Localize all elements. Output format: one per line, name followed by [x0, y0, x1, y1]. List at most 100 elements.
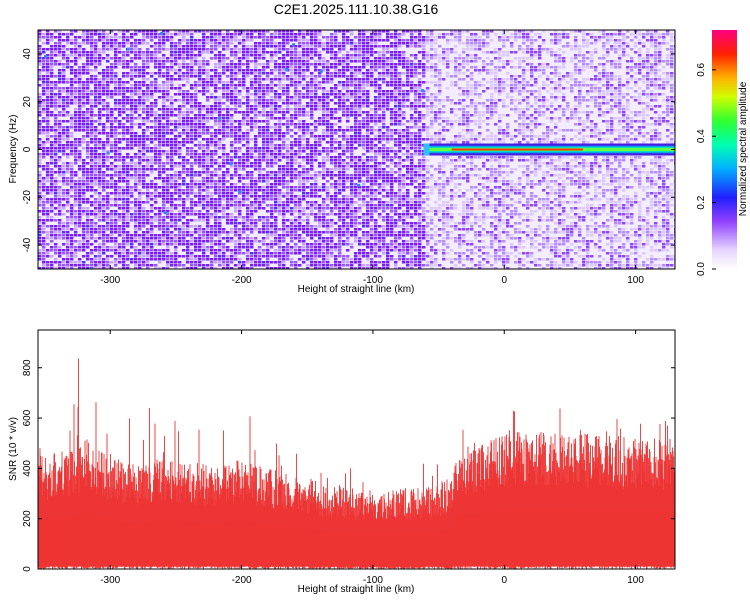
spectrogram-cell — [314, 42, 318, 45]
spectrogram-cell — [110, 42, 114, 45]
spectrogram-cell — [134, 93, 138, 96]
spectrogram-cell — [146, 72, 150, 75]
spectrogram-cell — [294, 75, 298, 78]
spectrogram-cell — [290, 45, 294, 48]
spectrogram-cell — [326, 207, 330, 210]
spectrogram-cell — [174, 144, 178, 147]
spectrogram-cell — [206, 174, 210, 177]
spectrogram-cell — [202, 159, 206, 162]
spectrogram-cell — [274, 243, 278, 246]
spectrogram-cell — [102, 219, 106, 222]
spectrogram-cell — [214, 105, 218, 108]
spectrogram-cell — [138, 87, 142, 90]
spectrogram-cell — [54, 162, 58, 165]
spectrogram-cell — [158, 243, 162, 246]
spectrogram-cell — [166, 39, 170, 42]
spectrogram-cell — [302, 246, 306, 249]
spectrogram-cell — [158, 171, 162, 174]
spectrogram-cell — [278, 126, 282, 129]
spectrogram-cell — [62, 258, 66, 261]
spectrogram-cell — [114, 144, 118, 147]
spectrogram-cell — [266, 66, 270, 69]
spectrogram-cell — [142, 261, 146, 264]
spectrogram-cell — [262, 36, 266, 39]
spectrogram-cell — [222, 177, 226, 180]
spectrogram-cell — [246, 99, 250, 102]
spectrogram-cell — [254, 87, 258, 90]
spectrogram-cell — [130, 192, 134, 195]
spectrogram-cell — [138, 234, 142, 237]
spectrogram-cell — [46, 99, 50, 102]
spectrogram-cell — [234, 72, 238, 75]
spectrogram-cell — [114, 180, 118, 183]
spectrogram-cell — [298, 51, 302, 54]
spectrogram-cell — [46, 198, 50, 201]
spectrogram-cell — [86, 267, 90, 269]
spectrogram-cell — [282, 264, 286, 267]
spectrogram-cell — [150, 192, 154, 195]
spectrogram-cell — [254, 264, 258, 267]
spectrogram-cell — [158, 159, 162, 162]
spectrogram-cell — [130, 234, 134, 237]
spectrogram-cell — [294, 60, 298, 63]
spectrogram-cell — [94, 231, 98, 234]
spectrogram-cell — [150, 57, 154, 60]
spectrogram-cell — [90, 171, 94, 174]
spectrogram-cell — [338, 81, 342, 84]
spectrogram-cell — [338, 63, 342, 66]
spectrogram-cell — [114, 51, 118, 54]
spectrogram-cell — [82, 36, 86, 39]
spectrogram-cell — [198, 192, 202, 195]
spectrogram-cell — [306, 87, 310, 90]
spectrogram-cell — [342, 207, 346, 210]
spectrogram-cell — [50, 144, 54, 147]
spectrogram-cell — [118, 249, 122, 252]
spectrogram-cell — [330, 156, 334, 159]
spectrogram-cell — [326, 93, 330, 96]
spectrogram-cell — [242, 231, 246, 234]
spectrogram-cell — [258, 147, 262, 150]
spectrogram-cell — [78, 207, 82, 210]
spectrogram-cell — [94, 258, 98, 261]
spectrogram-cell — [94, 207, 98, 210]
spectrogram-cell — [190, 126, 194, 129]
spectrogram-cell — [190, 99, 194, 102]
spectrogram-cell — [70, 258, 74, 261]
spectrogram-cell — [338, 162, 342, 165]
spectrogram-cell — [286, 99, 290, 102]
spectrogram-cell — [66, 81, 70, 84]
spectrogram-cell — [142, 144, 146, 147]
spectrogram-cell — [122, 81, 126, 84]
spectrogram-cell — [98, 33, 102, 36]
spectrogram-cell — [238, 81, 242, 84]
spectrogram-cell — [170, 114, 174, 117]
spectrogram-cell — [182, 210, 186, 213]
spectrogram-cell — [318, 72, 322, 75]
spectrogram-cell — [262, 45, 266, 48]
spectrogram-cell — [238, 51, 242, 54]
spectrogram-cell — [310, 111, 314, 114]
spectrogram-cell — [62, 252, 66, 255]
spectrogram-cell — [290, 222, 294, 225]
spectrogram-cell — [310, 201, 314, 204]
spectrogram-cell — [110, 69, 114, 72]
spectrogram-cell — [330, 264, 334, 267]
spectrogram-cell — [142, 150, 146, 153]
spectrogram-cell — [38, 33, 42, 36]
spectrogram-cell — [102, 90, 106, 93]
spectrogram-cell — [282, 102, 286, 105]
spectrogram-cell — [270, 117, 274, 120]
spectrogram-cell — [98, 99, 102, 102]
spectrogram-cell — [286, 84, 290, 87]
spectrogram-cell — [142, 33, 146, 36]
spectrogram-cell — [226, 120, 230, 123]
spectrogram-cell — [74, 225, 78, 228]
spectrogram-cell — [242, 81, 246, 84]
spectrogram-cell — [262, 102, 266, 105]
spectrogram-cell — [122, 198, 126, 201]
spectrogram-cell — [302, 84, 306, 87]
spectrogram-cell — [314, 129, 318, 132]
spectrogram-cell — [190, 180, 194, 183]
spectrogram-cell — [70, 147, 74, 150]
spectrogram-cell — [274, 117, 278, 120]
